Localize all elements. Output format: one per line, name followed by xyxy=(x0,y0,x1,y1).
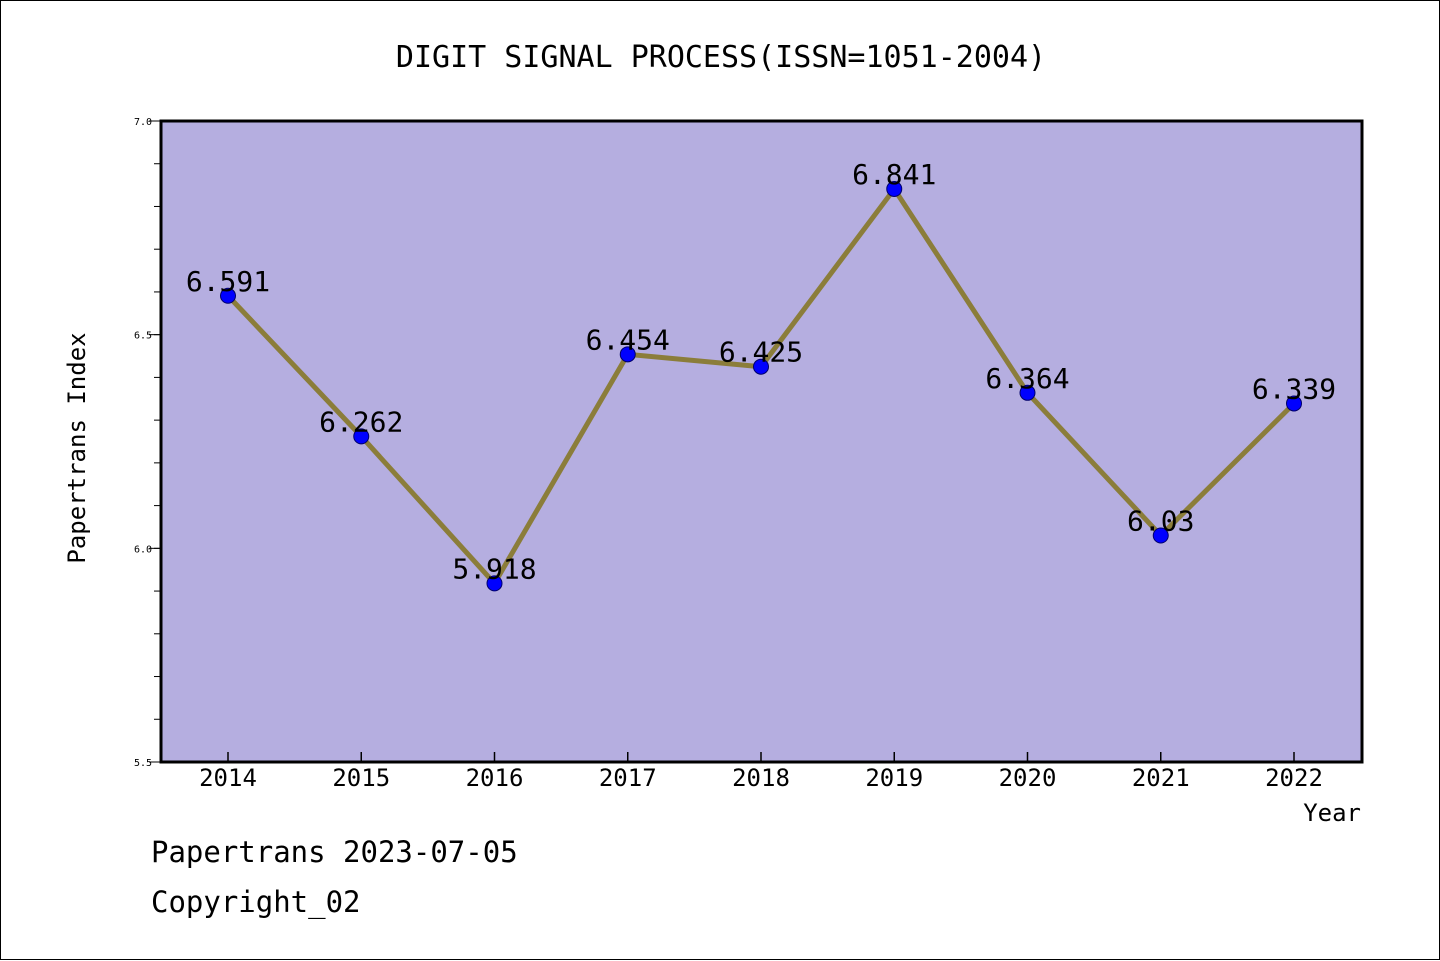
data-label: 6.339 xyxy=(1252,372,1336,405)
x-axis-label: Year xyxy=(1303,799,1361,827)
data-point xyxy=(353,428,370,445)
data-point xyxy=(753,358,769,375)
series-group: 6.591 6.262 5.918 6.454 6.425 6.841 6.364 6.03 6… xyxy=(186,158,1336,592)
data-label: 6.262 xyxy=(319,405,403,438)
y-tick-label: 5.5 xyxy=(134,758,152,769)
data-point xyxy=(1152,527,1169,544)
data-point xyxy=(619,346,636,363)
x-tick-label: 2016 xyxy=(466,764,524,792)
y-tick-label: 6.0 xyxy=(134,544,152,555)
data-label: 6.425 xyxy=(719,336,803,369)
data-label: 6.454 xyxy=(586,323,670,356)
y-axis-label: Papertrans Index xyxy=(63,332,91,563)
x-axis: 2014 2015 2016 2017 2018 2019 2020 2021 2022 xyxy=(199,752,1323,792)
data-point xyxy=(1286,395,1302,412)
x-tick-label: 2022 xyxy=(1265,764,1323,792)
data-label: 6.591 xyxy=(186,265,270,298)
x-tick-label: 2014 xyxy=(199,764,257,792)
data-point xyxy=(1019,384,1036,401)
data-label: 6.364 xyxy=(985,362,1069,395)
chart-title: DIGIT SIGNAL PROCESS(ISSN=1051-2004) xyxy=(396,40,1046,75)
footer-date: Papertrans 2023-07-05 xyxy=(151,835,518,869)
y-axis: 5.5 6.0 6.5 7.0 xyxy=(134,117,161,769)
y-tick-label: 6.5 xyxy=(134,331,152,342)
data-label: 5.918 xyxy=(452,552,536,585)
data-point xyxy=(486,575,503,592)
y-tick-label: 7.0 xyxy=(134,117,152,128)
x-tick-label: 2020 xyxy=(999,764,1057,792)
data-point xyxy=(886,180,903,197)
data-point xyxy=(220,287,236,304)
x-tick-label: 2017 xyxy=(599,764,657,792)
plot-area xyxy=(159,119,1364,764)
x-tick-label: 2015 xyxy=(332,764,390,792)
data-label: 6.841 xyxy=(852,158,936,191)
x-tick-label: 2018 xyxy=(732,764,790,792)
x-tick-label: 2021 xyxy=(1132,764,1190,792)
data-label: 6.03 xyxy=(1127,505,1194,538)
x-tick-label: 2019 xyxy=(865,764,923,792)
footer-copyright: Copyright_02 xyxy=(151,885,361,919)
